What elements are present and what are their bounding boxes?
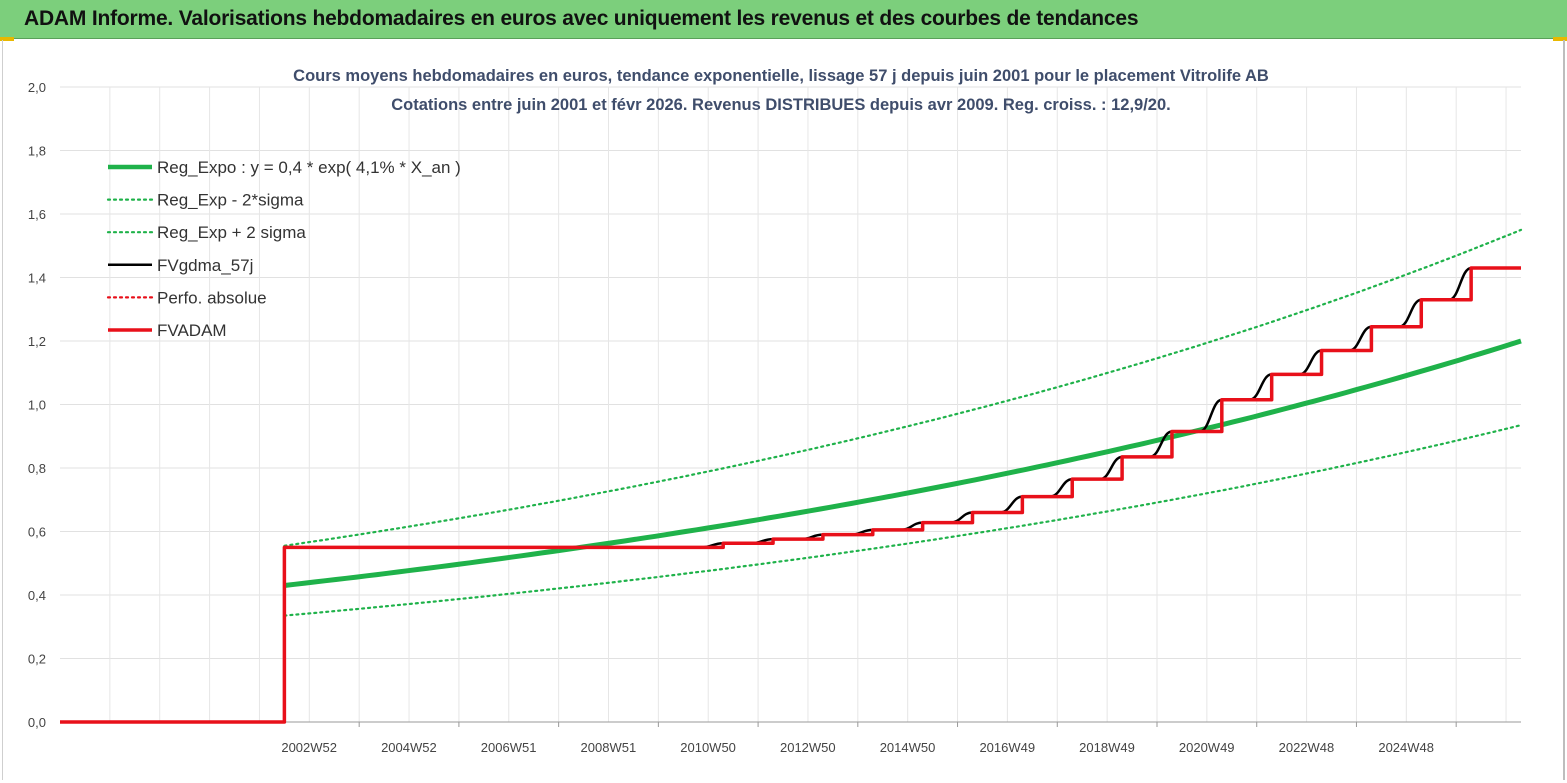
x-tick-label: 2014W50: [880, 740, 936, 755]
chart-title-line-1: Cours moyens hebdomadaires en euros, ten…: [293, 67, 1269, 85]
legend-label: Reg_Exp - 2*sigma: [157, 191, 304, 210]
legend-label: Reg_Expo : y = 0,4 * exp( 4,1% * X_an ): [157, 158, 461, 177]
x-tick-label: 2018W49: [1079, 740, 1135, 755]
y-tick-label: 2,0: [28, 80, 46, 95]
y-tick-label: 0,6: [28, 525, 46, 540]
y-tick-label: 0,0: [28, 715, 46, 730]
x-tick-label: 2006W51: [481, 740, 537, 755]
series-layer: [60, 228, 1523, 724]
y-tick-label: 0,4: [28, 588, 46, 603]
chart-frame: [2, 40, 1565, 780]
y-tick-label: 1,0: [28, 398, 46, 413]
series-line-0: [284, 338, 1522, 588]
series-line-1: [283, 424, 1523, 617]
x-tick-label: 2008W51: [581, 740, 637, 755]
x-tick-label: 2022W48: [1279, 740, 1335, 755]
series-line-5: [60, 266, 1521, 724]
legend: Reg_Expo : y = 0,4 * exp( 4,1% * X_an ) R…: [106, 158, 461, 340]
accent-mark-left: [0, 37, 14, 41]
x-tick-label: 2016W49: [979, 740, 1035, 755]
y-tick-label: 1,6: [28, 207, 46, 222]
x-tick-label: 2004W52: [381, 740, 437, 755]
axis-layer: 0,0 0,2 0,4 0,6 0,8 1,0 1,2 1,4 1,6 1,8 2,0 2002W52…: [28, 80, 1521, 755]
grid-layer: [60, 86, 1521, 722]
x-tick-label: 2012W50: [780, 740, 836, 755]
y-tick-label: 0,2: [28, 652, 46, 667]
x-tick-label: 2024W48: [1378, 740, 1434, 755]
x-tick-label: 2020W49: [1179, 740, 1235, 755]
accent-mark-right: [1553, 37, 1567, 41]
legend-label: Reg_Exp + 2 sigma: [157, 223, 306, 242]
x-tick-label: 2010W50: [680, 740, 736, 755]
legend-label: Perfo. absolue: [157, 288, 267, 307]
legend-label: FVgdma_57j: [157, 256, 253, 275]
y-tick-label: 1,8: [28, 144, 46, 159]
y-tick-label: 1,2: [28, 334, 46, 349]
chart-title-line-2: Cotations entre juin 2001 et févr 2026. …: [391, 96, 1170, 114]
page-title: ADAM Informe. Valorisations hebdomadaire…: [24, 7, 1139, 30]
y-tick-label: 0,8: [28, 461, 46, 476]
legend-label: FVADAM: [157, 321, 227, 340]
x-tick-label: 2002W52: [281, 740, 337, 755]
header-bar: ADAM Informe. Valorisations hebdomadaire…: [0, 0, 1567, 39]
series-line-2: [283, 228, 1523, 547]
series-line-3: [60, 266, 1521, 724]
y-tick-label: 1,4: [28, 271, 46, 286]
